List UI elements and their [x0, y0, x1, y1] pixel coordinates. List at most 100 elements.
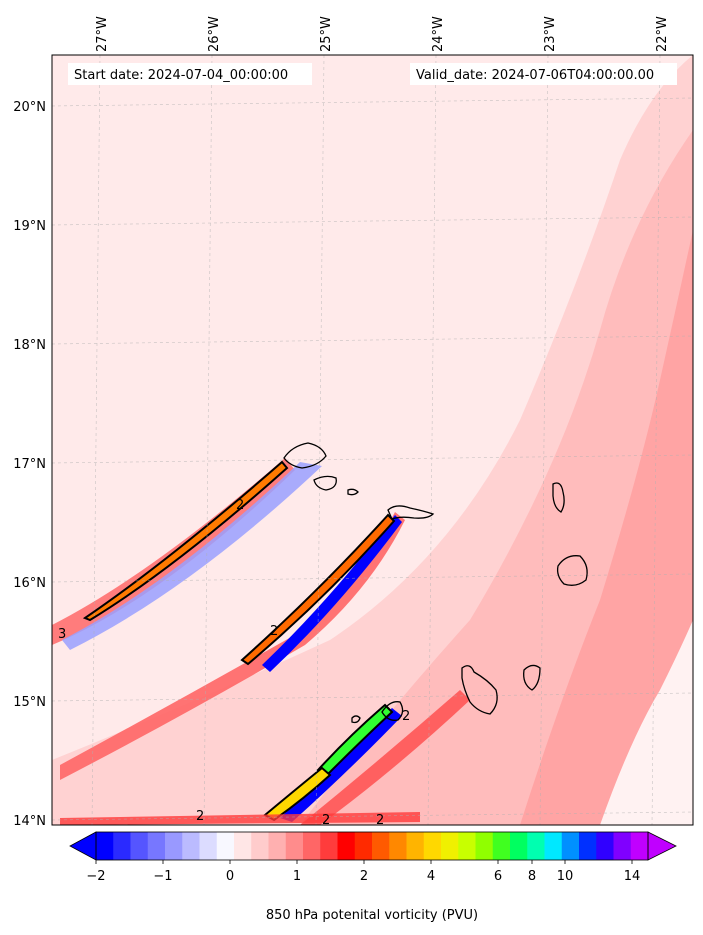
lat-label: 17°N [13, 457, 46, 472]
colorbar-cell [337, 832, 356, 860]
lat-label: 15°N [13, 695, 46, 710]
colorbar-tick-label: 1 [293, 869, 301, 884]
contour-label: 2 [322, 813, 330, 828]
pv-streak-mid-core [240, 513, 396, 666]
contour-label: 2 [376, 813, 384, 828]
start-date-box [68, 63, 312, 85]
pv-streak-south-yellow [263, 766, 332, 822]
lon-label: 22°W [655, 16, 670, 52]
contour-label: 2 [270, 624, 278, 639]
graticule [52, 55, 693, 825]
longitude-labels: 27°W 26°W 25°W 24°W 23°W 22°W [95, 16, 670, 52]
pv-field-strong [520, 230, 693, 825]
colorbar-arrow-left [69, 831, 97, 861]
island-maio [523, 664, 541, 691]
colorbar-cell [96, 832, 114, 860]
colorbar-cell [441, 832, 459, 860]
colorbar-cell [492, 832, 511, 860]
lat-label: 16°N [13, 576, 46, 591]
pv-streak-mid-red [60, 512, 405, 780]
colorbar-cell [596, 832, 614, 860]
colorbar-cell [510, 832, 528, 860]
colorbar-tick-label: 10 [557, 869, 574, 884]
colorbar-tick-label: −1 [153, 869, 172, 884]
pv-streak-south-blue [280, 708, 402, 822]
colorbar-frame [95, 831, 649, 861]
island-santiago [461, 665, 498, 715]
colorbar-cell [234, 832, 252, 860]
colorbar-tick-label: 0 [226, 869, 234, 884]
colorbar-cell [630, 832, 649, 860]
colorbar-cell [216, 832, 235, 860]
colorbar-cell [406, 832, 425, 860]
colorbar-tick-label: 2 [360, 869, 368, 884]
colorbar-cell [113, 832, 131, 860]
colorbar-tick-label: −2 [86, 869, 105, 884]
colorbar-cell [527, 832, 545, 860]
pv-streak-north-blue [62, 462, 322, 650]
contour-label: 2 [196, 809, 204, 824]
island-brava [351, 715, 361, 724]
colorbar-cell [199, 832, 218, 860]
colorbar-tick-label: 14 [624, 869, 641, 884]
colorbar: −2 −1 0 1 2 4 6 8 10 14 850 hPa potenita… [69, 831, 677, 923]
colorbar-cell [285, 832, 304, 860]
lon-label: 24°W [431, 16, 446, 52]
pv-streak-south-green [316, 703, 394, 778]
colorbar-cell [147, 832, 166, 860]
colorbar-cells [96, 832, 649, 860]
colorbar-cell [372, 832, 390, 860]
contour-label: 3 [58, 627, 66, 642]
colorbar-cell [613, 832, 632, 860]
colorbar-tick-label: 6 [494, 869, 502, 884]
colorbar-cell [458, 832, 476, 860]
pv-streak-north-core [82, 460, 289, 622]
colorbar-cell [165, 832, 183, 860]
colorbar-tick-label: 8 [528, 869, 536, 884]
colorbar-cell [389, 832, 407, 860]
contour-label: 2 [236, 498, 244, 513]
colorbar-cell [423, 832, 442, 860]
island-santa-luzia [347, 488, 359, 496]
colorbar-cell [579, 832, 597, 860]
contour-label: 2 [402, 709, 410, 724]
lon-label: 23°W [543, 16, 558, 52]
valid-date-label: Valid_date: 2024-07-06T04:00:00.00 [416, 68, 654, 83]
lat-label: 14°N [13, 814, 46, 829]
lat-label: 19°N [13, 219, 46, 234]
latitude-labels: 20°N 19°N 18°N 17°N 16°N 15°N 14°N [13, 100, 46, 829]
colorbar-cell [268, 832, 287, 860]
colorbar-cell [320, 832, 338, 860]
map-panel: 2 2 3 2 2 2 2 [52, 55, 693, 828]
colorbar-cell [544, 832, 563, 860]
lat-label: 18°N [13, 338, 46, 353]
colorbar-cell [251, 832, 269, 860]
pv-strip-bottom [60, 812, 420, 825]
colorbar-cell [475, 832, 494, 860]
colorbar-arrow-right [647, 831, 677, 861]
lat-label: 20°N [13, 100, 46, 115]
colorbar-cell [303, 832, 321, 860]
lon-label: 25°W [319, 16, 334, 52]
start-date-label: Start date: 2024-07-04_00:00:00 [74, 68, 288, 83]
colorbar-cell [182, 832, 200, 860]
valid-date-box [410, 63, 677, 85]
pv-streak-mid-blue [262, 515, 402, 672]
lon-label: 26°W [207, 16, 222, 52]
island-sao-vicente [313, 475, 337, 491]
colorbar-ticks [95, 860, 633, 864]
colorbar-cell [130, 832, 149, 860]
island-fogo [381, 701, 404, 721]
colorbar-title: 850 hPa potenital vorticity (PVU) [266, 908, 478, 923]
island-boa-vista [556, 555, 588, 586]
colorbar-cell [561, 832, 580, 860]
island-santo-antao [283, 442, 327, 469]
colorbar-cell [354, 832, 373, 860]
pv-field-pale-band [600, 620, 693, 825]
island-sal [552, 482, 565, 513]
coastlines [283, 442, 588, 724]
island-sao-nicolau [387, 505, 435, 520]
map-frame [51, 54, 694, 826]
colorbar-tick-label: 4 [427, 869, 435, 884]
